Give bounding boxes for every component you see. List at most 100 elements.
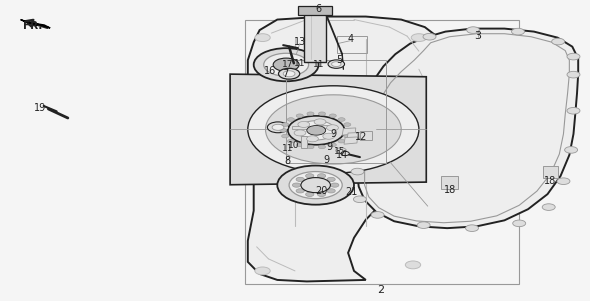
Circle shape: [306, 192, 314, 197]
Circle shape: [255, 267, 270, 275]
Polygon shape: [342, 128, 356, 135]
Text: 7: 7: [282, 69, 288, 79]
Circle shape: [296, 143, 303, 147]
Circle shape: [281, 134, 289, 138]
Circle shape: [283, 71, 295, 77]
Text: 13: 13: [294, 36, 306, 47]
Text: 19: 19: [34, 103, 46, 113]
Circle shape: [346, 129, 353, 132]
Text: 2: 2: [377, 284, 384, 295]
Text: 16: 16: [264, 66, 276, 76]
Circle shape: [277, 166, 354, 205]
Text: 17: 17: [281, 60, 293, 69]
Circle shape: [296, 189, 304, 193]
Circle shape: [565, 147, 578, 153]
Circle shape: [296, 114, 303, 118]
Circle shape: [287, 139, 294, 143]
Circle shape: [297, 121, 335, 140]
Circle shape: [371, 212, 384, 218]
Text: 11: 11: [294, 59, 306, 68]
Polygon shape: [347, 132, 360, 140]
Circle shape: [327, 125, 339, 131]
Circle shape: [405, 261, 421, 269]
Text: 4: 4: [348, 34, 353, 44]
Text: 18: 18: [544, 175, 556, 186]
Polygon shape: [230, 74, 426, 185]
Circle shape: [272, 124, 284, 130]
Circle shape: [351, 168, 364, 175]
Circle shape: [353, 196, 366, 203]
Text: 11: 11: [282, 144, 294, 153]
Text: FR.: FR.: [23, 20, 42, 31]
Circle shape: [344, 134, 351, 138]
Circle shape: [248, 86, 419, 173]
Text: 5: 5: [336, 55, 342, 65]
Bar: [301, 136, 307, 148]
Bar: [441, 176, 458, 189]
Text: 15: 15: [333, 147, 345, 156]
Circle shape: [278, 68, 300, 79]
Circle shape: [273, 58, 299, 71]
Circle shape: [307, 145, 314, 149]
Bar: [360, 131, 372, 140]
Bar: [245, 20, 519, 284]
Bar: [286, 60, 386, 163]
Circle shape: [307, 126, 326, 135]
Circle shape: [352, 130, 365, 137]
Circle shape: [423, 33, 436, 40]
Circle shape: [254, 48, 319, 81]
Circle shape: [323, 133, 335, 139]
Bar: [543, 166, 558, 178]
Circle shape: [301, 178, 330, 193]
Circle shape: [327, 177, 335, 182]
Circle shape: [266, 95, 401, 164]
Text: 10: 10: [288, 141, 300, 150]
Text: 21: 21: [345, 187, 357, 197]
Circle shape: [330, 183, 339, 187]
Circle shape: [341, 151, 349, 156]
Circle shape: [307, 136, 319, 142]
Text: 8: 8: [284, 156, 290, 166]
Circle shape: [317, 174, 326, 178]
Circle shape: [411, 34, 427, 42]
Text: 18: 18: [444, 185, 455, 195]
Circle shape: [329, 143, 336, 147]
Text: 6: 6: [316, 4, 322, 14]
Polygon shape: [21, 20, 50, 28]
Circle shape: [267, 122, 289, 133]
Text: 11: 11: [313, 60, 324, 69]
Circle shape: [281, 123, 289, 126]
Circle shape: [288, 116, 345, 145]
Text: 14: 14: [336, 150, 348, 160]
Circle shape: [567, 107, 580, 114]
Bar: [292, 126, 310, 129]
Circle shape: [280, 129, 287, 132]
Circle shape: [319, 145, 326, 149]
Text: 9: 9: [326, 142, 332, 153]
Text: 3: 3: [474, 30, 481, 41]
Text: 9: 9: [323, 154, 329, 165]
Circle shape: [296, 177, 304, 182]
Circle shape: [338, 118, 345, 121]
Polygon shape: [248, 17, 437, 281]
Circle shape: [306, 174, 314, 178]
Circle shape: [293, 183, 301, 187]
Circle shape: [567, 53, 580, 60]
Bar: [337, 36, 367, 53]
Text: 12: 12: [355, 132, 367, 142]
Circle shape: [327, 189, 335, 193]
Bar: [298, 6, 332, 15]
Circle shape: [417, 222, 430, 228]
Polygon shape: [357, 29, 578, 228]
Bar: [304, 14, 326, 62]
Circle shape: [314, 119, 326, 125]
Circle shape: [319, 112, 326, 116]
Circle shape: [344, 123, 351, 126]
Circle shape: [287, 118, 294, 121]
Circle shape: [264, 53, 309, 76]
Circle shape: [467, 27, 480, 33]
Circle shape: [552, 38, 565, 45]
Polygon shape: [344, 137, 358, 144]
Text: 9: 9: [330, 129, 336, 139]
Text: 20: 20: [316, 186, 327, 196]
